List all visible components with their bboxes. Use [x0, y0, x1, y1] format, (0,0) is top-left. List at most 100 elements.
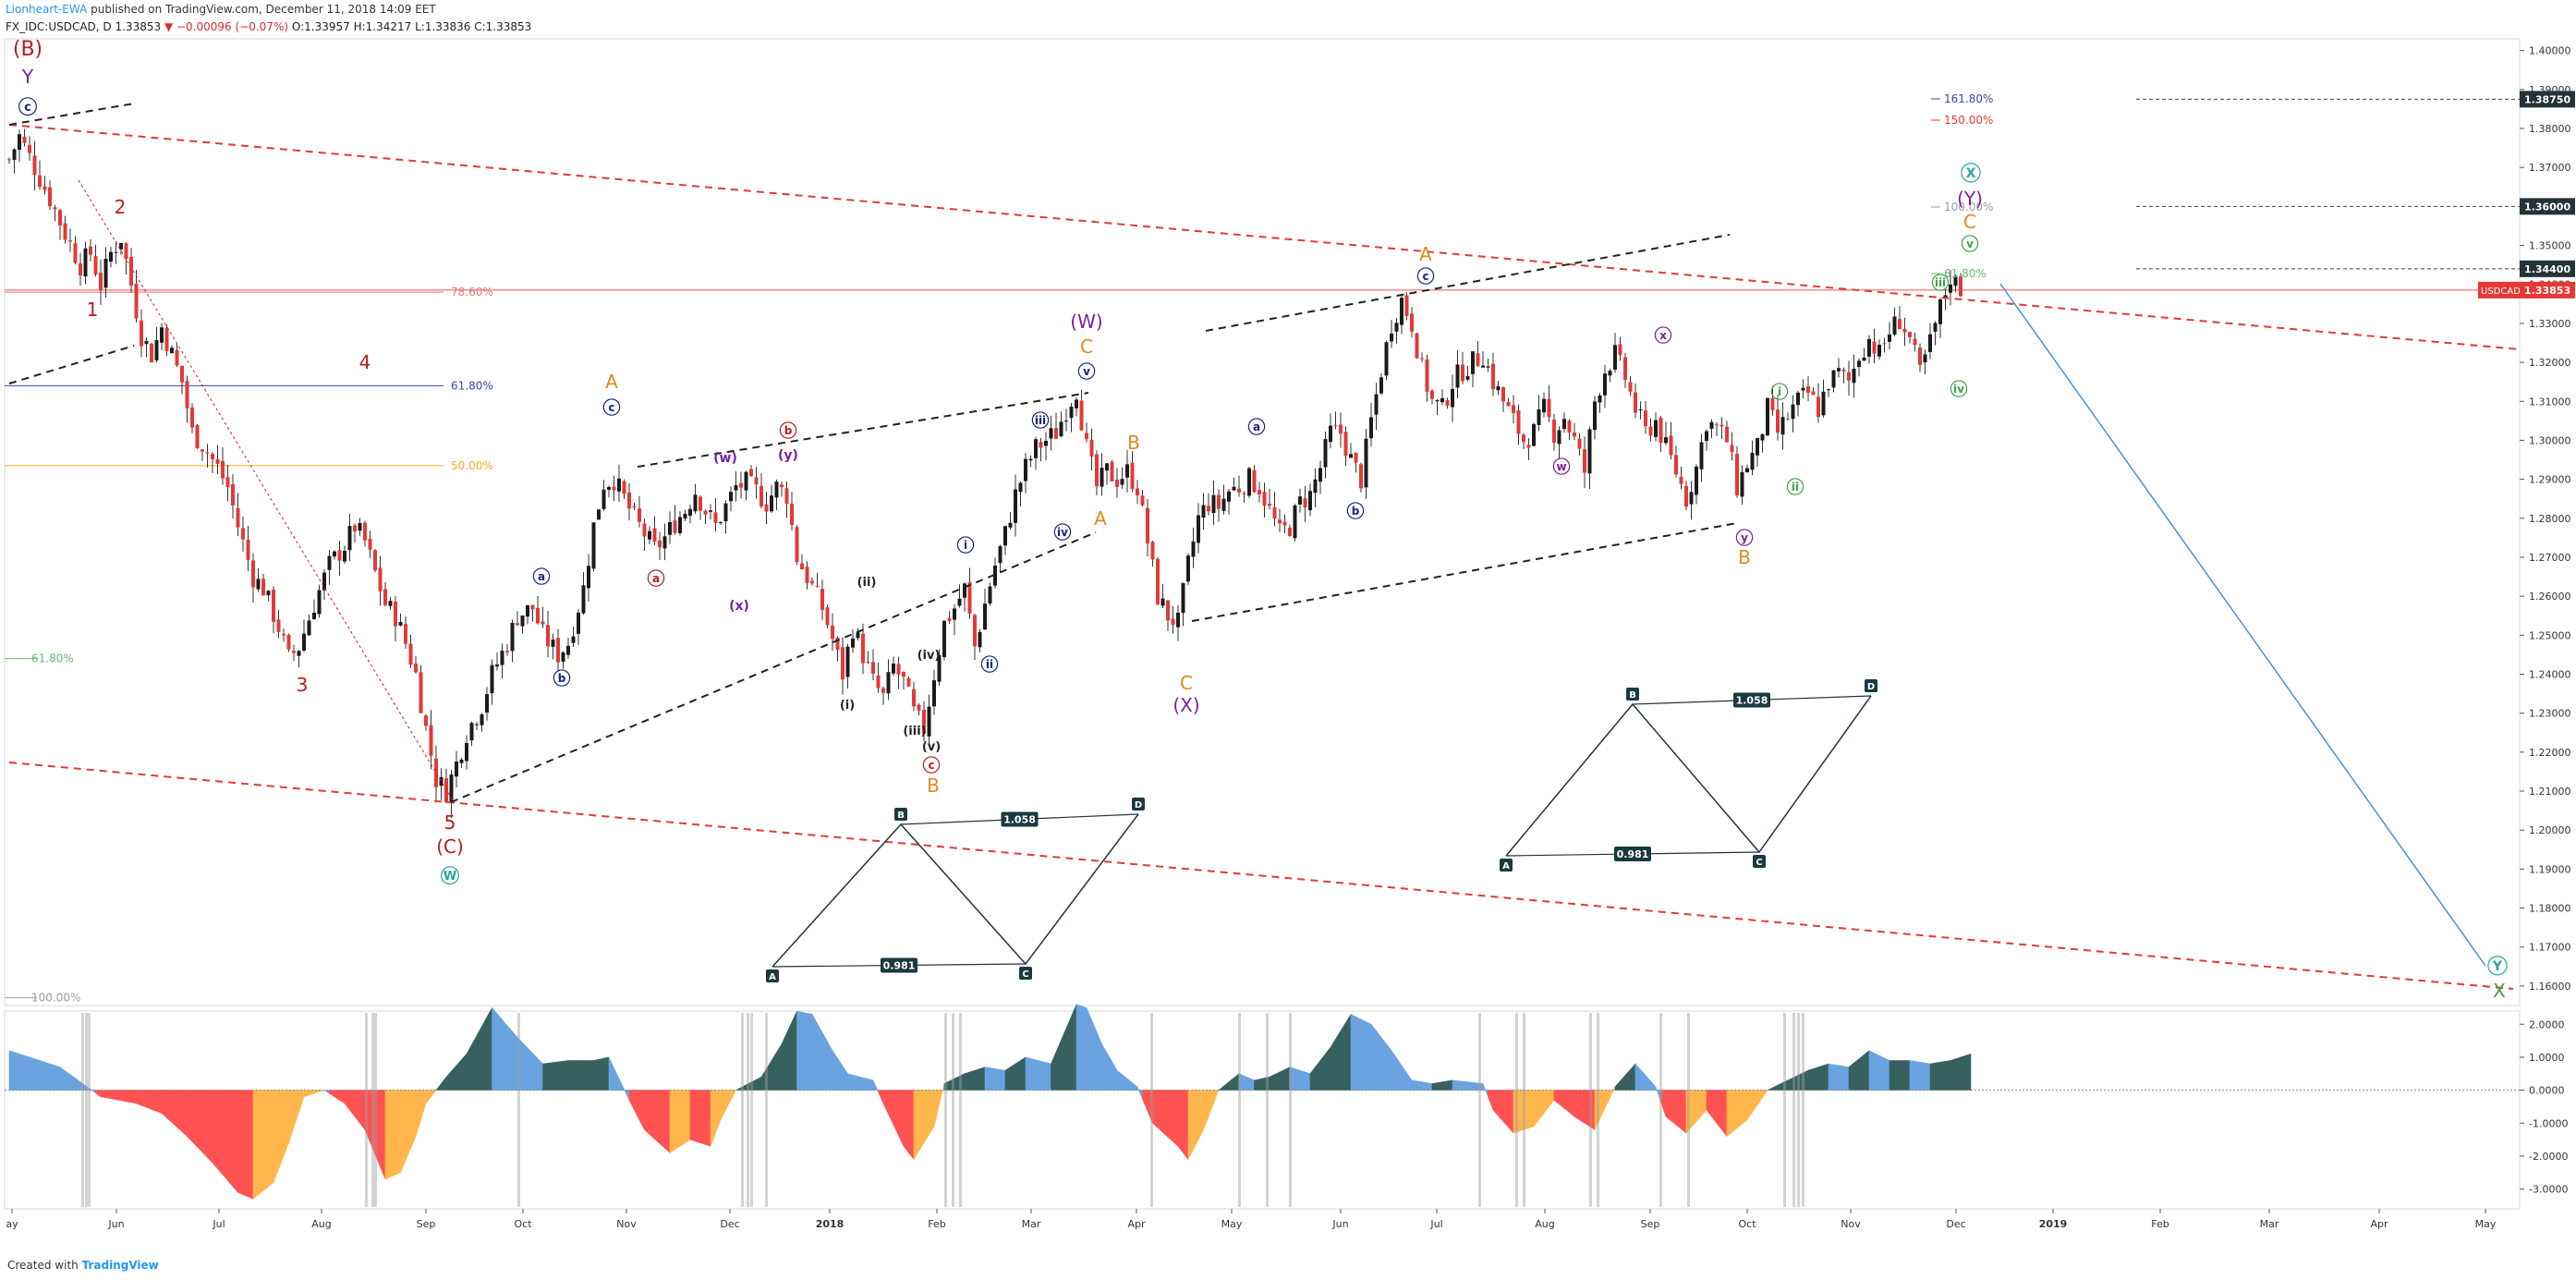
candle-body [820, 589, 824, 610]
oscillator-bar [390, 1090, 396, 1177]
oscillator-bar [1071, 1004, 1077, 1091]
author-link[interactable]: Lionheart-EWA [6, 3, 88, 16]
oscillator-bar [1416, 1080, 1423, 1091]
oscillator-bar [110, 1090, 116, 1101]
oscillator-bar [151, 1090, 157, 1112]
candle-body [58, 210, 62, 226]
oscillator-bar [1020, 1056, 1027, 1091]
osc-y-tick-label: -3.0000 [2529, 1184, 2568, 1196]
oscillator-bar [252, 1090, 259, 1200]
pattern-point-label: A [769, 972, 776, 982]
oscillator-bar [1671, 1090, 1677, 1126]
candle-body [1735, 454, 1739, 496]
candle-body [1547, 398, 1551, 418]
oscillator-bar [1086, 1007, 1092, 1091]
oscillator-bar [990, 1067, 996, 1091]
oscillator-bar [1569, 1090, 1575, 1117]
oscillator-bar [486, 1007, 492, 1091]
oscillator-highlight [1783, 1013, 1786, 1207]
oscillator-bar [181, 1090, 188, 1138]
oscillator-bar [685, 1090, 691, 1144]
channel-black-top [8, 103, 135, 126]
oscillator-bar [1452, 1079, 1458, 1091]
candle-body [1618, 344, 1622, 356]
oscillator-bar [583, 1060, 589, 1091]
candle-body [190, 407, 194, 428]
wave-label: c [608, 401, 614, 414]
oscillator-bar [964, 1071, 970, 1091]
oscillator-bar [126, 1090, 132, 1103]
y-tick-label: 1.32000 [2529, 357, 2571, 369]
candle-body [1552, 420, 1556, 443]
candle-body [1709, 421, 1714, 429]
wave-label: B [927, 774, 940, 797]
oscillator-highlight [1515, 1013, 1518, 1207]
candle-body [134, 283, 139, 319]
candle-body [1445, 399, 1450, 407]
candle-body [1359, 464, 1363, 489]
candle-body [566, 645, 570, 655]
oscillator-bar [593, 1058, 600, 1091]
candle-body [1705, 431, 1708, 442]
oscillator-bar [1157, 1090, 1163, 1133]
x-tick-label: Jun [1331, 1218, 1348, 1230]
candle-body [886, 672, 891, 694]
tradingview-logo-link[interactable]: TradingView [81, 1259, 159, 1272]
wave-label: (v) [922, 740, 941, 754]
oscillator-highlight [1289, 1013, 1292, 1207]
ratio-box [881, 957, 917, 973]
wave-label: b [784, 424, 793, 437]
channel-black-lower-2 [1191, 522, 1738, 622]
candle-body [1288, 527, 1292, 536]
candle-body [1247, 468, 1251, 496]
oscillator-bar [868, 1079, 874, 1091]
oscillator-bar [1081, 1006, 1088, 1091]
oscillator-bar [1335, 1030, 1342, 1091]
oscillator-bar [547, 1062, 553, 1091]
candle-body [800, 563, 804, 570]
candle-body [1003, 526, 1007, 546]
oscillator-bar [1167, 1090, 1173, 1142]
oscillator-bar [1508, 1090, 1514, 1134]
header-line1: Lionheart-EWA published on TradingView.c… [6, 3, 436, 16]
candle-body [1415, 333, 1419, 359]
candle-body [292, 651, 296, 653]
candle-body [1125, 464, 1129, 478]
candle-body [1679, 476, 1683, 484]
oscillator-bar [1823, 1063, 1829, 1091]
oscillator-bar [481, 1017, 488, 1091]
wave-label-circle [1416, 267, 1435, 285]
candle-body [1146, 507, 1149, 544]
oscillator-bar [1716, 1090, 1722, 1131]
wave-label-circle [1077, 362, 1096, 380]
y-tick-label: 1.35000 [2529, 240, 2571, 252]
price-tag [2520, 281, 2575, 299]
wave-label: A [605, 371, 618, 393]
y-tick-label: 1.25000 [2529, 629, 2571, 641]
oscillator-bar [1441, 1080, 1448, 1091]
candle-body [1278, 519, 1282, 524]
pattern-point-marker [766, 969, 779, 982]
oscillator-bar [796, 1010, 803, 1091]
candle-body [358, 522, 362, 531]
candle-body [1608, 371, 1612, 376]
oscillator-bar [1000, 1068, 1006, 1091]
oscillator-bar [1193, 1090, 1199, 1150]
pattern-point-label: B [897, 811, 905, 821]
candle-body [622, 481, 626, 494]
candle-body [449, 774, 454, 804]
oscillator-bar [923, 1090, 930, 1144]
pattern-point-marker [1865, 679, 1877, 692]
candle-body [1018, 482, 1023, 493]
candle-body [424, 715, 428, 726]
x-tick-label: Sep [1641, 1218, 1660, 1230]
candle-body [729, 492, 733, 502]
candle-body [205, 452, 210, 454]
oscillator-bar [1015, 1059, 1021, 1091]
wave-label: c [24, 101, 31, 115]
candle-body [322, 572, 326, 591]
y-tick-label: 1.28000 [2529, 513, 2571, 525]
oscillator-bar [862, 1077, 869, 1091]
candle-body [302, 633, 306, 651]
